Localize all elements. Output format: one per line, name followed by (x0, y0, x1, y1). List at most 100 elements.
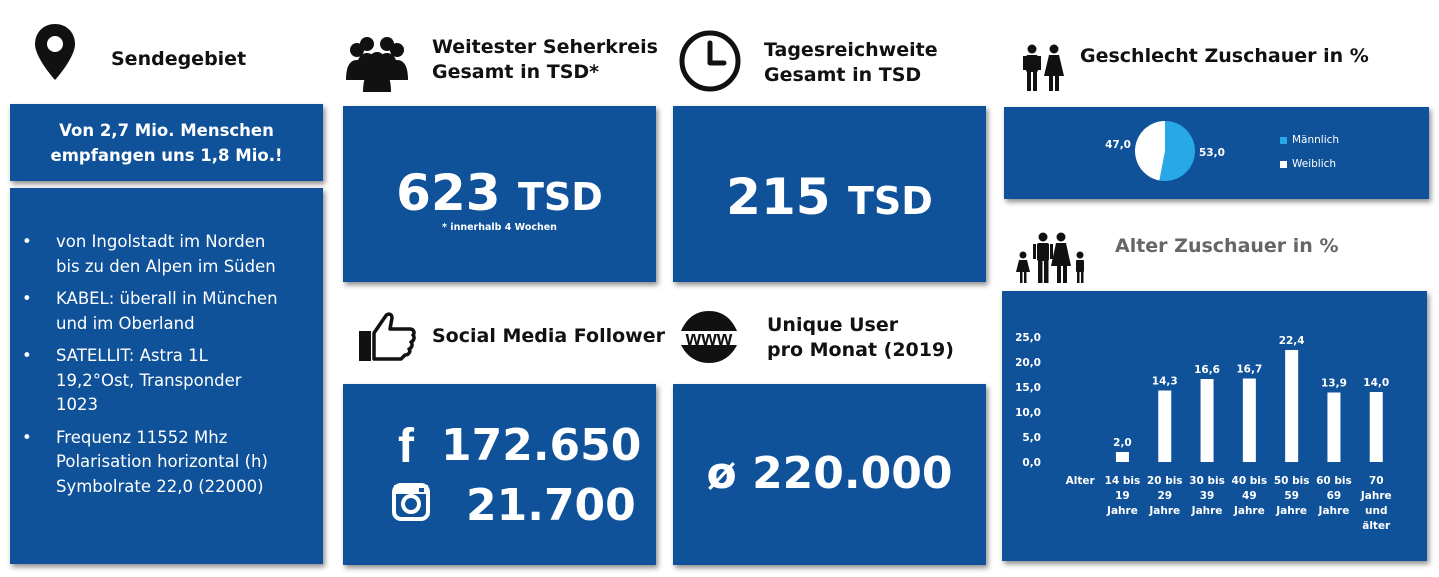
man-woman-icon (1022, 44, 1066, 92)
x-category-label: 20 bis (1147, 475, 1183, 487)
x-category-label: 49 (1242, 490, 1257, 502)
x-category-label: Jahre (1233, 505, 1265, 517)
location-pin-icon (32, 22, 78, 82)
x-category-label: Jahre (1275, 505, 1307, 517)
www-globe-icon: www (673, 309, 745, 365)
tagesreichweite-unit: TSD (847, 179, 933, 223)
bullet-text: Symbolrate 22,0 (22000) (56, 476, 264, 496)
bar-data-label: 22,4 (1279, 335, 1305, 347)
reception-bullet-list: von Ingolstadt im Norden bis zu den Alpe… (10, 230, 323, 499)
pie-slice-female (1135, 121, 1165, 181)
gender-legend: Männlich Weiblich (1280, 134, 1339, 182)
unique-user-value: ø 220.000 (706, 448, 953, 499)
x-category-label: 70 (1369, 475, 1384, 487)
bar (1115, 452, 1129, 462)
bullet-text: von Ingolstadt im Norden (56, 232, 266, 251)
seherkreis-panel: 623 TSD * innerhalb 4 Wochen (343, 106, 656, 282)
reach-headline-line1: Von 2,7 Mio. Menschen (59, 121, 274, 140)
gender-chart-panel: 53,0 47,0 Männlich Weiblich (1004, 107, 1429, 199)
list-item: KABEL: überall in München und im Oberlan… (10, 287, 323, 336)
bar-data-label: 2,0 (1113, 437, 1132, 449)
svg-text:www: www (685, 328, 733, 350)
bullet-text: Frequenz 11552 Mhz (56, 427, 228, 447)
list-item: SATELLIT: Astra 1L 19,2°Ost, Transponder… (10, 344, 323, 418)
legend-item-male: Männlich (1280, 134, 1339, 146)
x-category-label: 19 (1115, 490, 1130, 502)
reach-headline-panel: Von 2,7 Mio. Menschen empfangen uns 1,8 … (10, 104, 323, 181)
bar-data-label: 14,3 (1152, 376, 1178, 388)
social-heading: Social Media Follower (432, 325, 665, 347)
legend-label-male: Männlich (1292, 134, 1340, 146)
x-category-label: Jahre (1148, 505, 1180, 517)
pie-label-female: 47,0 (1105, 139, 1131, 151)
seherkreis-note: * innerhalb 4 Wochen (442, 222, 557, 233)
seherkreis-value: 623 (396, 164, 501, 222)
family-icon (1013, 232, 1091, 284)
x-category-label: 29 (1157, 490, 1172, 502)
x-category-label: 50 bis (1274, 475, 1310, 487)
unique-user-heading-line1: Unique User (767, 314, 899, 336)
unique-user-panel: ø 220.000 (673, 384, 986, 565)
bullet-text: SATELLIT: Astra 1L (56, 346, 208, 365)
bar-data-label: 16,7 (1236, 364, 1262, 376)
bar (1369, 392, 1383, 462)
y-tick-label: 10,0 (1015, 407, 1041, 419)
x-category-label: und (1365, 505, 1387, 517)
bullet-text: 1023 (56, 395, 98, 414)
list-item: von Ingolstadt im Norden bis zu den Alpe… (10, 230, 323, 279)
bar (1200, 379, 1214, 462)
thumbs-up-icon (357, 309, 417, 363)
list-item: Frequenz 11552 Mhz Polarisation horizont… (10, 426, 323, 500)
seherkreis-unit: TSD (517, 175, 603, 219)
bar-data-label: 14,0 (1363, 377, 1389, 389)
y-tick-label: 15,0 (1015, 382, 1041, 394)
x-category-label: 59 (1284, 490, 1299, 502)
x-category-label: Jahre (1360, 490, 1392, 502)
facebook-icon: f (398, 420, 414, 473)
clock-icon (678, 29, 742, 93)
unique-user-heading-line2: pro Monat (2019) (767, 339, 954, 361)
tagesreichweite-value-group: 215 TSD (673, 168, 986, 226)
x-category-label: Jahre (1318, 505, 1350, 517)
pie-label-male: 53,0 (1199, 147, 1225, 159)
tagesreichweite-panel: 215 TSD (673, 106, 986, 282)
bullet-text: und im Oberland (56, 313, 195, 333)
legend-swatch-female (1280, 160, 1287, 168)
x-category-label: 40 bis (1232, 475, 1268, 487)
sendegebiet-heading: Sendegebiet (111, 48, 247, 70)
legend-label-female: Weiblich (1292, 158, 1337, 170)
y-tick-label: 0,0 (1022, 457, 1041, 469)
unique-user-heading: Unique User pro Monat (2019) (767, 313, 954, 363)
legend-swatch-male (1280, 136, 1287, 144)
y-tick-label: 5,0 (1022, 432, 1041, 444)
x-category-label: 69 (1327, 490, 1342, 502)
bullet-text: KABEL: überall in München (56, 289, 278, 308)
reception-details-panel: von Ingolstadt im Norden bis zu den Alpe… (10, 188, 323, 564)
bar-data-label: 13,9 (1321, 378, 1347, 390)
bar (1158, 390, 1172, 462)
instagram-icon (392, 483, 430, 521)
seherkreis-heading: Weitester Seherkreis Gesamt in TSD* (432, 35, 658, 85)
age-chart-title: Alter Zuschauer in % (1115, 235, 1339, 257)
x-category-label: Jahre (1106, 505, 1138, 517)
tagesreichweite-heading-line1: Tagesreichweite (764, 39, 938, 61)
bullet-text: Polarisation horizontal (h) (56, 452, 268, 471)
pie-slice-male (1159, 121, 1195, 181)
x-category-label: 30 bis (1189, 475, 1225, 487)
x-category-label: 39 (1200, 490, 1215, 502)
tagesreichweite-heading: Tagesreichweite Gesamt in TSD (764, 38, 938, 88)
bar (1285, 350, 1299, 462)
gender-chart-title: Geschlecht Zuschauer in % (1080, 45, 1369, 67)
facebook-follower-count: 172.650 (441, 420, 642, 471)
bullet-text: 19,2°Ost, Transponder (56, 370, 242, 390)
legend-item-female: Weiblich (1280, 158, 1339, 170)
age-chart-panel: 0,0 5,0 10,0 15,0 20,0 25,0 Alter 2,0 14 bis 19 Ja… (1002, 291, 1427, 561)
social-panel: f 172.650 21.700 (343, 384, 656, 565)
x-category-label: Alter (1066, 475, 1096, 487)
seherkreis-heading-line2: Gesamt in TSD* (432, 61, 600, 83)
age-bar-chart: 0,0 5,0 10,0 15,0 20,0 25,0 Alter 2,0 14 bis 19 Ja… (1015, 332, 1392, 532)
gender-pie-chart: 53,0 47,0 (1105, 121, 1225, 181)
y-tick-label: 25,0 (1015, 332, 1041, 344)
tagesreichweite-heading-line2: Gesamt in TSD (764, 64, 922, 86)
reach-headline-line2: empfangen uns 1,8 Mio.! (50, 146, 283, 165)
